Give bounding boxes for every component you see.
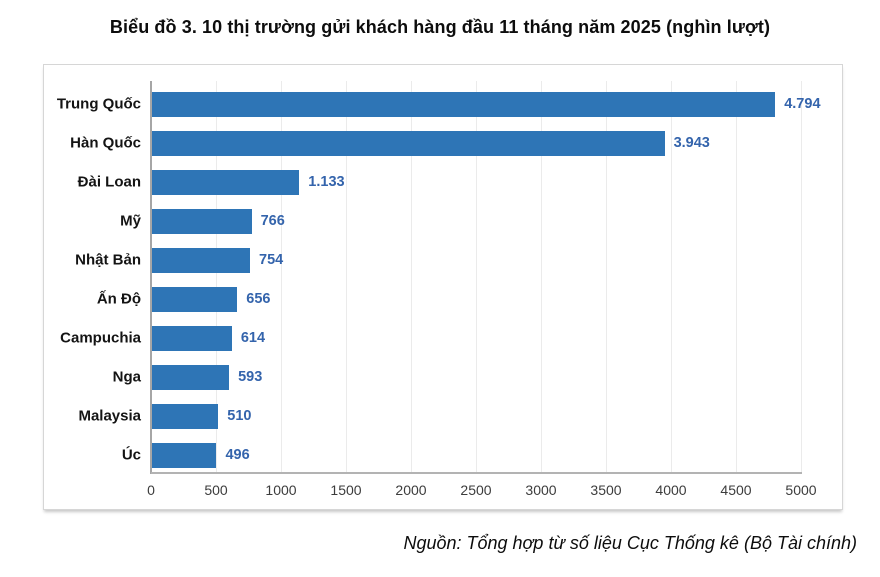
- gridline: [216, 81, 217, 473]
- chart-title: Biểu đồ 3. 10 thị trường gửi khách hàng …: [109, 17, 771, 37]
- chart-card: Trung Quốc 4.794 Hàn Quốc 3.943 Đài Loan 1.13…: [43, 64, 843, 510]
- category-label: Trung Quốc: [56, 95, 141, 113]
- category-label: Ấn Độ: [96, 290, 141, 308]
- gridline: [411, 81, 412, 473]
- category-label: Campuchia: [60, 329, 141, 347]
- value-label: 496: [225, 447, 250, 463]
- x-axis-tick-label: 2000: [395, 482, 427, 498]
- y-axis-line: [150, 81, 152, 474]
- x-axis-tick-label: 500: [204, 482, 228, 498]
- x-axis-line: [151, 472, 802, 474]
- value-label: 754: [259, 252, 284, 268]
- category-label: Úc: [121, 446, 141, 464]
- bar-row: Campuchia 614: [44, 325, 842, 351]
- x-axis-tick-label: 4000: [655, 482, 687, 498]
- bar: [152, 442, 217, 468]
- bar-row: Nhật Bản 754: [44, 247, 842, 273]
- bar-row: Trung Quốc 4.794: [44, 91, 842, 117]
- bar: [152, 130, 665, 156]
- gridline: [476, 81, 477, 473]
- value-label: 656: [246, 291, 271, 307]
- x-axis-tick-label: 1500: [330, 482, 362, 498]
- category-label: Mỹ: [120, 212, 141, 230]
- bar: [152, 403, 219, 429]
- value-label: 593: [238, 369, 263, 385]
- x-axis-tick-label: 5000: [785, 482, 817, 498]
- x-axis-tick-label: 0: [147, 482, 155, 498]
- gridline: [281, 81, 282, 473]
- x-axis-tick-label: 3000: [525, 482, 557, 498]
- x-axis-tick-label: 1000: [265, 482, 297, 498]
- x-axis-tick-label: 2500: [460, 482, 492, 498]
- bar-row: Nga 593: [44, 364, 842, 390]
- bar: [152, 364, 230, 390]
- bar-row: Malaysia 510: [44, 403, 842, 429]
- x-axis-tick-label: 3500: [590, 482, 622, 498]
- gridline: [736, 81, 737, 473]
- category-label: Malaysia: [78, 407, 141, 425]
- bar-row: Đài Loan 1.133: [44, 169, 842, 195]
- source-caption: Nguồn: Tổng hợp từ số liệu Cục Thống kê …: [403, 533, 857, 553]
- bar-row: Mỹ 766: [44, 208, 842, 234]
- category-label: Nga: [112, 368, 141, 386]
- bar-row: Ấn Độ 656: [44, 286, 842, 312]
- bar: [152, 169, 300, 195]
- gridline: [606, 81, 607, 473]
- bar: [152, 325, 232, 351]
- value-label: 510: [227, 408, 252, 424]
- value-label: 766: [260, 213, 285, 229]
- value-label: 1.133: [308, 174, 345, 190]
- category-label: Đài Loan: [77, 173, 141, 191]
- gridline: [671, 81, 672, 473]
- value-label: 614: [240, 330, 266, 346]
- x-axis-tick-label: 4500: [720, 482, 752, 498]
- bar: [152, 247, 251, 273]
- gridline: [346, 81, 347, 473]
- bar: [152, 286, 238, 312]
- gridline: [801, 81, 802, 473]
- value-label: 4.794: [784, 96, 821, 112]
- category-label: Hàn Quốc: [70, 134, 141, 152]
- bar: [152, 208, 252, 234]
- value-label: 3.943: [673, 135, 710, 151]
- category-label: Nhật Bản: [75, 251, 141, 269]
- gridline: [541, 81, 542, 473]
- bar: [152, 91, 776, 117]
- bar-row: Hàn Quốc 3.943: [44, 130, 842, 156]
- bar-row: Úc 496: [44, 442, 842, 468]
